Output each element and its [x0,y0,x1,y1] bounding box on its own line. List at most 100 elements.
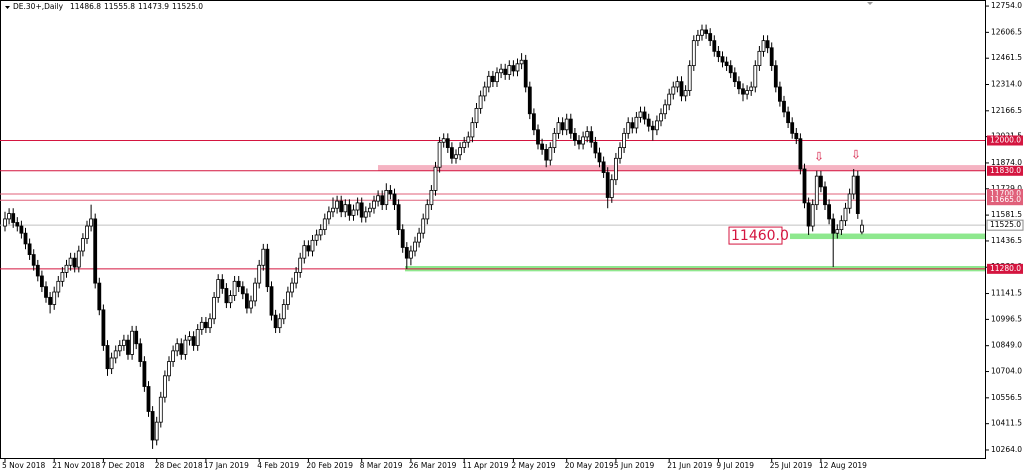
plot [0,24,985,449]
candle-body [171,350,176,362]
candle-body [212,296,217,320]
x-tick-label: 7 Dec 2018 [101,461,144,470]
candle-body [138,343,143,362]
candle-body [495,72,499,83]
candle-body [728,65,733,74]
level-label-bg [986,219,1024,231]
candle-body [208,318,212,329]
candle-body [298,257,303,273]
candle-body [700,29,704,36]
candle-body [15,222,20,227]
candle-body [724,61,729,67]
candle-body [236,280,241,288]
candle-body [134,330,139,345]
zone [790,233,985,240]
candle-body [855,175,860,214]
candle-body [146,386,151,412]
candle-body [490,75,495,83]
level-label: 12000.0 [990,135,1021,144]
candle-body [630,122,635,129]
candle-body [306,245,311,252]
arrow-down: ⇩ [814,150,824,164]
candle-body [659,113,663,122]
y-tick-label: 11141.5 [991,289,1022,298]
candle-body [433,166,438,191]
candle-body [19,225,24,234]
candle-body [827,204,831,220]
candle-body [614,157,618,181]
candle-body [445,138,450,149]
candle-body [839,220,844,231]
candle-body [322,218,327,231]
candle-body [687,65,692,91]
candle-body [540,143,544,150]
candle-body [741,88,745,95]
candle-body [646,118,651,127]
y-tick-label: 12754.0 [991,1,1022,10]
candle-body [11,213,16,223]
candle-body [318,229,323,236]
candle-body [683,90,688,97]
level-label: 11700.0 [990,189,1021,198]
candle-body [609,179,614,198]
y-tick-label: 10996.5 [991,314,1022,323]
candle-body [814,175,819,206]
candle-body [650,125,655,131]
y-tick-label: 11874.0 [991,158,1022,167]
candle-body [421,218,426,234]
candle-body [470,122,475,138]
candle-body [314,234,319,241]
candle-body [380,195,385,206]
level-label: 11665.0 [990,195,1021,204]
candle-body [786,111,790,124]
candle-body [581,136,585,145]
candle-body [187,336,192,341]
candle-body [347,204,352,216]
candle-body [536,129,540,145]
candle-body [249,300,253,309]
candle-body [515,63,520,72]
candle-body [240,286,245,295]
candle-body [667,93,672,106]
x-tick-label: 20 May 2019 [565,461,614,470]
candle-body [790,122,795,134]
candle-body [454,154,458,159]
candle-body [634,116,639,129]
candle-body [203,321,208,329]
candle-body [737,81,741,90]
candle-body [753,65,758,88]
candle-body [257,264,262,284]
candle-body [638,111,643,118]
y-tick-label: 10849.0 [991,341,1022,350]
candle-body [97,282,102,311]
x-tick-label: 21 Nov 2018 [52,461,100,470]
candle-body [622,132,626,149]
candle-body [823,186,827,206]
candle-body [269,286,274,316]
candle-body [819,175,823,188]
candle-body [597,152,602,163]
candle-body [605,172,610,198]
candle-body [392,193,397,206]
y-tick-label: 11729.0 [991,184,1022,193]
candle-body [85,225,89,239]
x-tick-label: 5 Jun 2019 [614,461,655,470]
candle-body [417,232,422,243]
candle-body [244,293,249,309]
candle-body [162,375,167,398]
candle-body [466,136,471,143]
candle-body [384,190,389,206]
candle-body [44,286,48,298]
x-tick-label: 9 Jul 2019 [716,461,754,470]
candle-body [663,104,667,115]
candle-body [564,118,569,131]
y-tick-label: 10704.0 [991,367,1022,376]
candle-body [113,350,118,359]
candle-body [179,343,184,355]
candle-body [568,118,573,134]
candle-body [35,264,40,277]
candle-body [716,50,721,58]
y-tick-label: 10556.5 [991,393,1022,402]
candle-body [655,120,659,131]
candle-body [704,29,708,34]
